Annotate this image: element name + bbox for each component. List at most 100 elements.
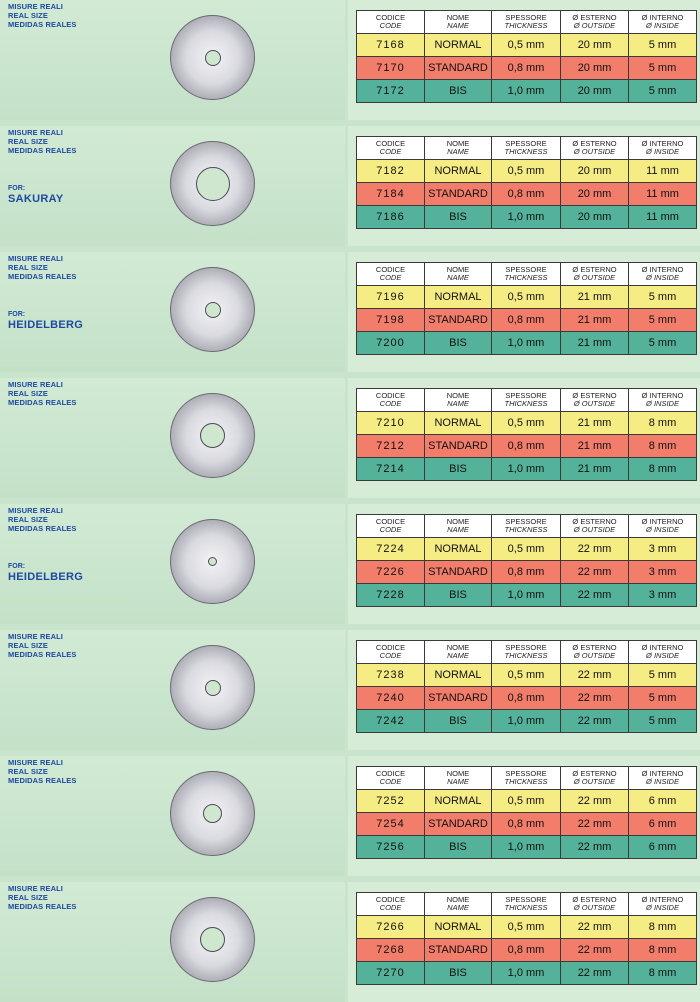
header-code: CODICE CODE	[356, 766, 425, 790]
table-row: 7256 BIS 1,0 mm 22 mm 6 mm	[356, 835, 697, 859]
product-section: MISURE REALI REAL SIZE MEDIDAS REALES FOR: H…	[0, 504, 700, 624]
name-cell: BIS	[424, 457, 492, 481]
spec-table: CODICE CODE NOME NAME SPESSORE THICKNESS Ø EST…	[356, 388, 697, 481]
header-name-it: NOME	[446, 643, 470, 652]
disc-icon	[170, 15, 255, 100]
label-real-size-en: REAL SIZE	[8, 515, 48, 524]
inside-cell: 8 mm	[628, 457, 697, 481]
inside-cell: 5 mm	[628, 686, 697, 710]
code-cell: 7198	[356, 308, 425, 332]
label-real-size-es: MEDIDAS REALES	[8, 398, 77, 407]
header-name-en: NAME	[447, 525, 469, 534]
header-outside-en: Ø OUTSIDE	[573, 399, 616, 408]
code-cell: 7270	[356, 961, 425, 985]
thickness-cell: 0,5 mm	[491, 159, 561, 183]
real-size-labels: MISURE REALI REAL SIZE MEDIDAS REALES	[8, 254, 77, 281]
for-label: FOR:	[8, 311, 26, 318]
table-row: 7268 STANDARD 0,8 mm 22 mm 8 mm	[356, 938, 697, 962]
disc-icon	[170, 393, 255, 478]
header-code-it: CODICE	[375, 769, 406, 778]
disc-hole	[208, 557, 217, 566]
product-section: MISURE REALI REAL SIZE MEDIDAS REALES CODIC…	[0, 0, 700, 120]
table-row: 7266 NORMAL 0,5 mm 22 mm 8 mm	[356, 915, 697, 939]
thickness-cell: 0,8 mm	[491, 308, 561, 332]
disc-icon	[170, 645, 255, 730]
product-section: MISURE REALI REAL SIZE MEDIDAS REALES FOR: H…	[0, 252, 700, 372]
table-header-row: CODICE CODE NOME NAME SPESSORE THICKNESS Ø EST…	[356, 514, 697, 538]
header-code-en: CODE	[379, 147, 402, 156]
header-name-it: NOME	[446, 391, 470, 400]
code-cell: 7242	[356, 709, 425, 733]
code-cell: 7252	[356, 789, 425, 813]
outside-cell: 20 mm	[560, 56, 629, 80]
header-inside-en: Ø INSIDE	[646, 525, 679, 534]
inside-cell: 5 mm	[628, 33, 697, 57]
disc-hole	[204, 679, 221, 696]
table-row: 7212 STANDARD 0,8 mm 21 mm 8 mm	[356, 434, 697, 458]
header-outside: Ø ESTERNO Ø OUTSIDE	[560, 640, 629, 664]
code-cell: 7254	[356, 812, 425, 836]
header-inside: Ø INTERNO Ø INSIDE	[628, 388, 697, 412]
size-panel: MISURE REALI REAL SIZE MEDIDAS REALES	[0, 882, 345, 1002]
product-section: MISURE REALI REAL SIZE MEDIDAS REALES CODIC…	[0, 756, 700, 876]
header-code: CODICE CODE	[356, 640, 425, 664]
product-section: MISURE REALI REAL SIZE MEDIDAS REALES FOR: S…	[0, 126, 700, 246]
table-row: 7198 STANDARD 0,8 mm 21 mm 5 mm	[356, 308, 697, 332]
disc-illustration	[170, 393, 255, 478]
header-name-en: NAME	[447, 777, 469, 786]
table-row: 7252 NORMAL 0,5 mm 22 mm 6 mm	[356, 789, 697, 813]
header-inside: Ø INTERNO Ø INSIDE	[628, 262, 697, 286]
header-inside-en: Ø INSIDE	[646, 273, 679, 282]
real-size-labels: MISURE REALI REAL SIZE MEDIDAS REALES	[8, 506, 77, 533]
brand-name: SAKURAY	[8, 193, 64, 205]
header-inside-it: Ø INTERNO	[641, 643, 684, 652]
header-thickness-en: THICKNESS	[504, 273, 548, 282]
header-inside-it: Ø INTERNO	[641, 13, 684, 22]
header-inside: Ø INTERNO Ø INSIDE	[628, 514, 697, 538]
header-thickness: SPESSORE THICKNESS	[491, 10, 561, 34]
compatible-brand: FOR: HEIDELBERG	[8, 562, 83, 583]
code-cell: 7266	[356, 915, 425, 939]
label-real-size-it: MISURE REALI	[8, 254, 63, 263]
spec-table: CODICE CODE NOME NAME SPESSORE THICKNESS Ø EST…	[356, 136, 697, 229]
name-cell: BIS	[424, 583, 492, 607]
thickness-cell: 0,8 mm	[491, 56, 561, 80]
header-code: CODICE CODE	[356, 388, 425, 412]
label-real-size-en: REAL SIZE	[8, 263, 48, 272]
size-panel: MISURE REALI REAL SIZE MEDIDAS REALES	[0, 0, 345, 120]
header-inside-en: Ø INSIDE	[646, 21, 679, 30]
outside-cell: 22 mm	[560, 812, 629, 836]
label-real-size-it: MISURE REALI	[8, 380, 63, 389]
header-outside-it: Ø ESTERNO	[572, 139, 617, 148]
disc-icon	[170, 519, 255, 604]
label-real-size-it: MISURE REALI	[8, 884, 63, 893]
label-real-size-en: REAL SIZE	[8, 893, 48, 902]
code-cell: 7184	[356, 182, 425, 206]
header-code-it: CODICE	[375, 139, 406, 148]
outside-cell: 22 mm	[560, 537, 629, 561]
header-inside-it: Ø INTERNO	[641, 895, 684, 904]
header-outside-it: Ø ESTERNO	[572, 391, 617, 400]
for-label: FOR:	[8, 185, 26, 192]
disc-hole	[204, 49, 221, 66]
header-outside: Ø ESTERNO Ø OUTSIDE	[560, 388, 629, 412]
header-name-it: NOME	[446, 265, 470, 274]
disc-illustration	[170, 519, 255, 604]
code-cell: 7212	[356, 434, 425, 458]
header-name-en: NAME	[447, 273, 469, 282]
header-code: CODICE CODE	[356, 262, 425, 286]
spec-table: CODICE CODE NOME NAME SPESSORE THICKNESS Ø EST…	[356, 640, 697, 733]
inside-cell: 3 mm	[628, 583, 697, 607]
table-row: 7242 BIS 1,0 mm 22 mm 5 mm	[356, 709, 697, 733]
size-panel: MISURE REALI REAL SIZE MEDIDAS REALES FOR: S…	[0, 126, 345, 246]
header-thickness-it: SPESSORE	[505, 517, 547, 526]
table-header-row: CODICE CODE NOME NAME SPESSORE THICKNESS Ø EST…	[356, 892, 697, 916]
header-inside-it: Ø INTERNO	[641, 265, 684, 274]
disc-icon	[170, 771, 255, 856]
label-real-size-es: MEDIDAS REALES	[8, 902, 77, 911]
name-cell: BIS	[424, 205, 492, 229]
outside-cell: 22 mm	[560, 938, 629, 962]
thickness-cell: 0,8 mm	[491, 560, 561, 584]
header-code-en: CODE	[379, 651, 402, 660]
header-name: NOME NAME	[424, 10, 492, 34]
